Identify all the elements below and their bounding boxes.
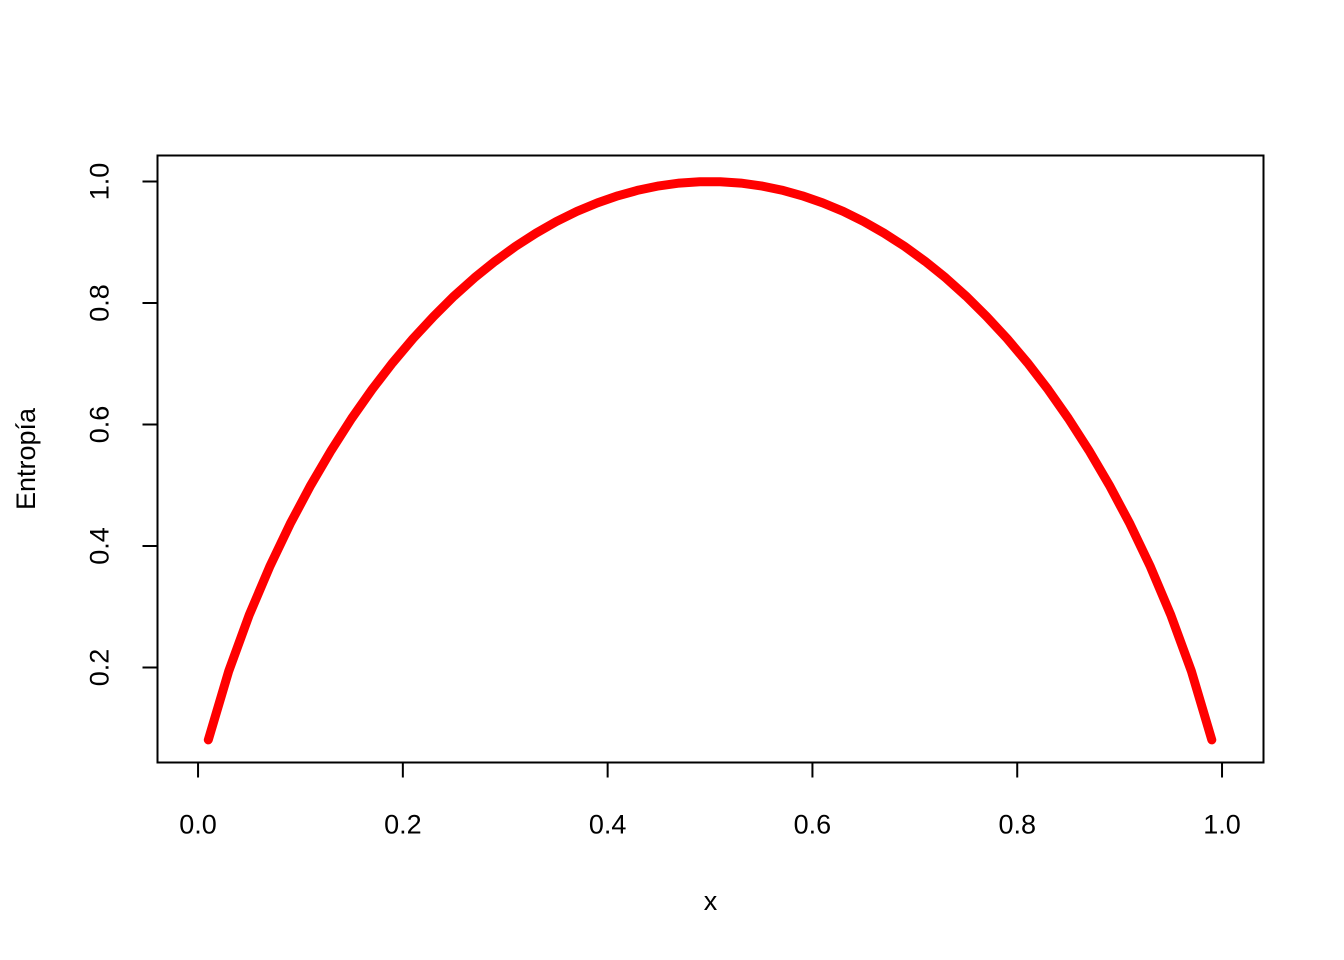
y-axis-title: Entropía [11, 407, 41, 510]
x-axis-tick-label: 0.4 [589, 810, 627, 840]
entropy-curve [203, 177, 1217, 745]
y-axis-tick-label: 0.6 [85, 406, 115, 444]
y-axis-tick-label: 0.4 [85, 527, 115, 565]
y-axis-tick-label: 0.8 [85, 284, 115, 322]
y-axis-tick-label: 1.0 [85, 163, 115, 201]
x-axis-tick-label: 1.0 [1203, 810, 1241, 840]
x-axis-tick-label: 0.8 [998, 810, 1036, 840]
x-axis-tick-label: 0.6 [794, 810, 832, 840]
x-axis-tick-label: 0.0 [179, 810, 217, 840]
plot-box [156, 154, 1265, 764]
x-axis-title: x [704, 886, 718, 916]
y-axis-tick-label: 0.2 [85, 649, 115, 687]
x-axis-tick-label: 0.2 [384, 810, 422, 840]
